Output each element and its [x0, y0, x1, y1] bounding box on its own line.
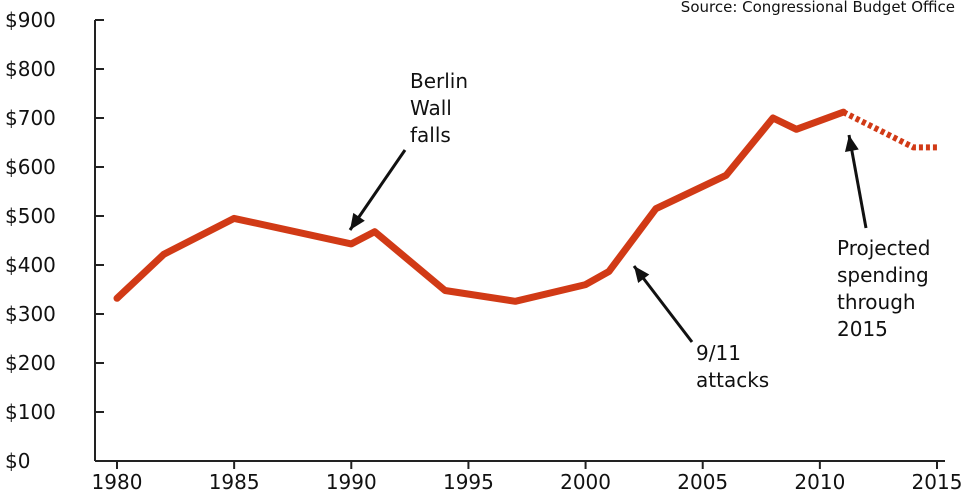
annotation-label: attacks [696, 368, 769, 392]
y-tick-label: $800 [5, 57, 56, 81]
x-tick-label: 1990 [326, 470, 377, 491]
x-tick-label: 2005 [677, 470, 728, 491]
annotation-label: spending [837, 263, 929, 287]
annotation-label: 9/11 [696, 341, 741, 365]
annotation-arrow [348, 149, 407, 231]
y-tick-label: $300 [5, 302, 56, 326]
y-tick-label: $500 [5, 204, 56, 228]
y-tick-label: $600 [5, 155, 56, 179]
y-tick-label: $400 [5, 253, 56, 277]
projected-spending-line [841, 109, 937, 151]
annotation-arrowhead [350, 212, 365, 230]
spending-line [113, 108, 847, 305]
y-tick-label: $200 [5, 351, 56, 375]
x-tick-label: 1980 [92, 470, 143, 491]
x-tick-label: 2010 [794, 470, 845, 491]
x-tick-label: 2000 [560, 470, 611, 491]
annotation-label: falls [410, 123, 451, 147]
annotation-label: Berlin [410, 69, 468, 93]
x-tick-label: 1985 [209, 470, 260, 491]
annotation-arrowhead [634, 266, 650, 283]
source-label: Source: Congressional Budget Office [681, 0, 955, 16]
annotation-arrowhead [844, 135, 859, 152]
x-tick-label: 1995 [443, 470, 494, 491]
x-tick-label: 2015 [912, 470, 963, 491]
y-tick-label: $0 [5, 449, 30, 473]
y-tick-label: $100 [5, 400, 56, 424]
annotation-label: Projected [837, 236, 930, 260]
y-tick-label: $900 [5, 8, 56, 32]
y-tick-label: $700 [5, 106, 56, 130]
annotation-label: 2015 [837, 317, 888, 341]
annotation-label: through [837, 290, 916, 314]
annotation-label: Wall [410, 96, 452, 120]
